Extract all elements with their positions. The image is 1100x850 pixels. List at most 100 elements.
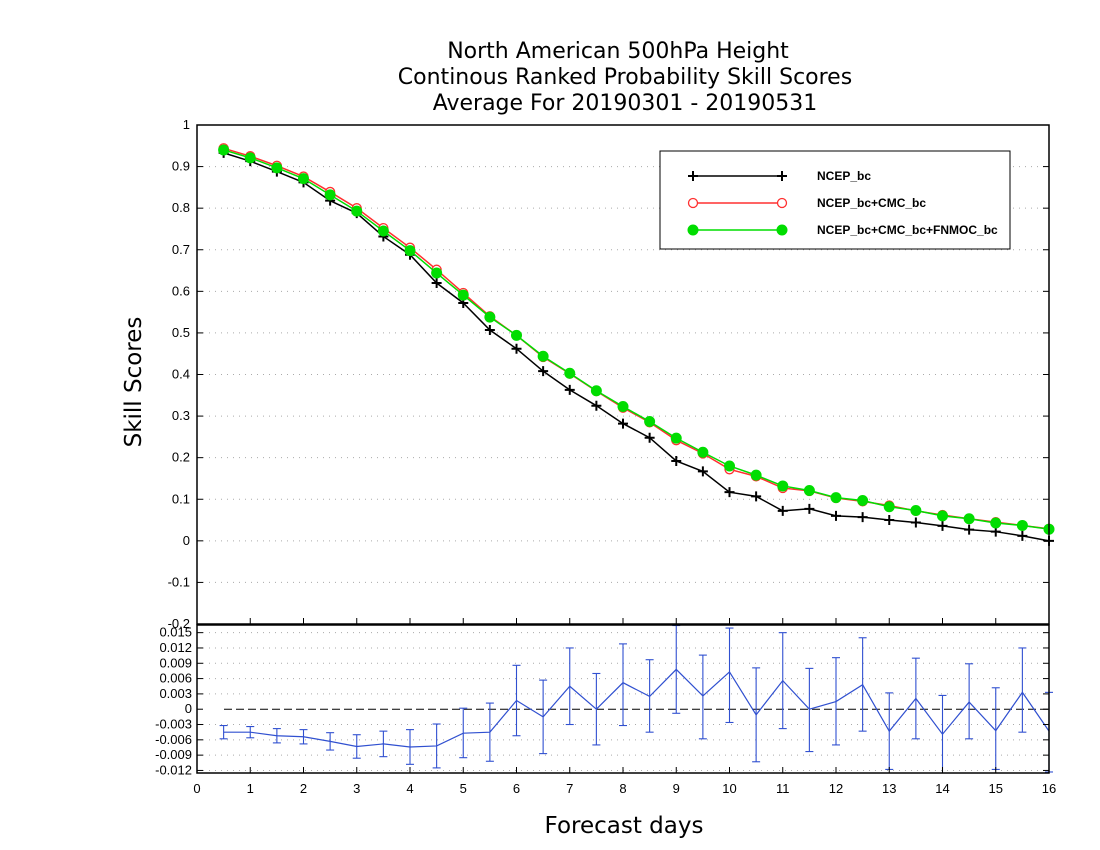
x-axis-label: Forecast days xyxy=(545,813,704,839)
error-bar xyxy=(752,667,761,763)
error-bar xyxy=(539,679,548,755)
data-point xyxy=(1016,519,1028,531)
data-point xyxy=(324,189,336,201)
x-tick-label: 3 xyxy=(353,781,360,796)
y-tick-label: 0.5 xyxy=(172,325,190,340)
data-point xyxy=(750,469,762,481)
chart-title: North American 500hPa Height Continous R… xyxy=(398,39,852,116)
legend-item: NCEP_bc+CMC_bc+FNMOC_bc xyxy=(687,223,998,237)
x-tick-label: 12 xyxy=(829,781,843,796)
data-point xyxy=(777,505,788,516)
y-tick-label: 0.009 xyxy=(159,655,192,670)
error-bar xyxy=(645,659,654,733)
series-3 xyxy=(218,144,1055,535)
data-point xyxy=(857,512,868,523)
data-point xyxy=(564,367,576,379)
error-bar xyxy=(432,723,441,769)
error-bar xyxy=(698,654,707,740)
data-point xyxy=(591,400,602,411)
x-tick-label: 4 xyxy=(406,781,413,796)
data-point xyxy=(671,455,682,466)
y-tick-label: 0 xyxy=(185,701,192,716)
data-point xyxy=(564,384,575,395)
panel-frames xyxy=(196,124,1050,774)
difference-series xyxy=(219,624,1053,773)
data-point xyxy=(244,152,256,164)
title-line-2: Continous Ranked Probability Skill Score… xyxy=(398,65,852,90)
y-tick-label: -0.009 xyxy=(155,747,192,762)
y-tick-label: 0 xyxy=(183,533,190,548)
error-bar xyxy=(272,728,281,744)
data-point xyxy=(688,171,698,181)
data-point xyxy=(1017,530,1028,541)
error-bar xyxy=(406,729,414,765)
title-line-1: North American 500hPa Height xyxy=(447,39,789,64)
error-bar xyxy=(938,694,947,773)
legend-item: NCEP_bc+CMC_bc xyxy=(687,196,926,210)
error-bar xyxy=(459,707,468,759)
data-point xyxy=(687,224,699,236)
data-point xyxy=(687,197,699,209)
data-point xyxy=(724,487,735,498)
data-point xyxy=(777,480,789,492)
y-tick-label: 0.6 xyxy=(172,283,190,298)
error-bar xyxy=(512,664,521,737)
data-point xyxy=(644,432,655,443)
data-point xyxy=(697,466,708,477)
x-tick-label: 8 xyxy=(619,781,626,796)
data-point xyxy=(804,503,815,514)
x-tick-label: 11 xyxy=(776,781,790,796)
y-tick-label: -0.012 xyxy=(155,762,192,777)
error-bar xyxy=(991,687,1000,770)
error-bar xyxy=(485,702,494,762)
y-tick-label: 0.1 xyxy=(172,491,190,506)
y-tick-label: 0.7 xyxy=(172,242,190,257)
error-bar xyxy=(725,627,734,724)
x-tick-label: 15 xyxy=(989,781,1003,796)
data-point xyxy=(883,501,895,513)
error-bar xyxy=(805,667,814,753)
y-tick-label: -0.2 xyxy=(168,616,190,631)
legend-box xyxy=(659,150,1011,250)
error-bar xyxy=(352,734,361,759)
x-tick-label: 14 xyxy=(935,781,949,796)
data-point xyxy=(538,366,549,377)
legend-item: NCEP_bc xyxy=(688,169,871,183)
series-line xyxy=(223,668,1050,748)
data-point xyxy=(298,173,309,185)
y-tick-label: -0.003 xyxy=(155,717,192,732)
data-point xyxy=(857,494,869,506)
error-bar xyxy=(885,692,894,770)
x-tick-label: 10 xyxy=(722,781,736,796)
legend: NCEP_bc NCEP_bc+CMC_bc NCEP_bc+CMC_bc+FNMO… xyxy=(659,150,1011,250)
data-point xyxy=(964,524,975,535)
error-bar xyxy=(379,730,388,758)
error-bar xyxy=(326,732,335,751)
x-tick-label: 0 xyxy=(193,781,200,796)
y-tick-label: 0.003 xyxy=(159,686,192,701)
error-bar xyxy=(246,726,255,739)
data-point xyxy=(617,401,629,413)
data-point xyxy=(618,418,628,429)
error-bar xyxy=(965,663,974,740)
y-tick-label: 1 xyxy=(183,117,190,132)
error-bar xyxy=(619,643,627,727)
data-point xyxy=(803,485,815,497)
bottom-panel-series xyxy=(219,624,1053,773)
data-point xyxy=(724,460,735,472)
x-tick-label: 7 xyxy=(566,781,573,796)
y-tick-label: 0.8 xyxy=(172,200,190,215)
y-tick-label: 0.9 xyxy=(172,159,190,174)
top-panel-frame xyxy=(196,124,1050,625)
data-point xyxy=(351,205,363,217)
y-tick-label: 0.006 xyxy=(159,671,192,686)
x-tick-label: 9 xyxy=(673,781,680,796)
data-point xyxy=(697,446,709,458)
y-axis-label: Skill Scores xyxy=(121,317,147,448)
y-tick-label: 0.2 xyxy=(172,450,190,465)
data-point xyxy=(271,162,283,174)
data-point xyxy=(377,225,389,237)
data-point xyxy=(670,432,682,444)
y-tick-label: -0.006 xyxy=(155,732,192,747)
y-tick-label: 0.012 xyxy=(159,640,192,655)
